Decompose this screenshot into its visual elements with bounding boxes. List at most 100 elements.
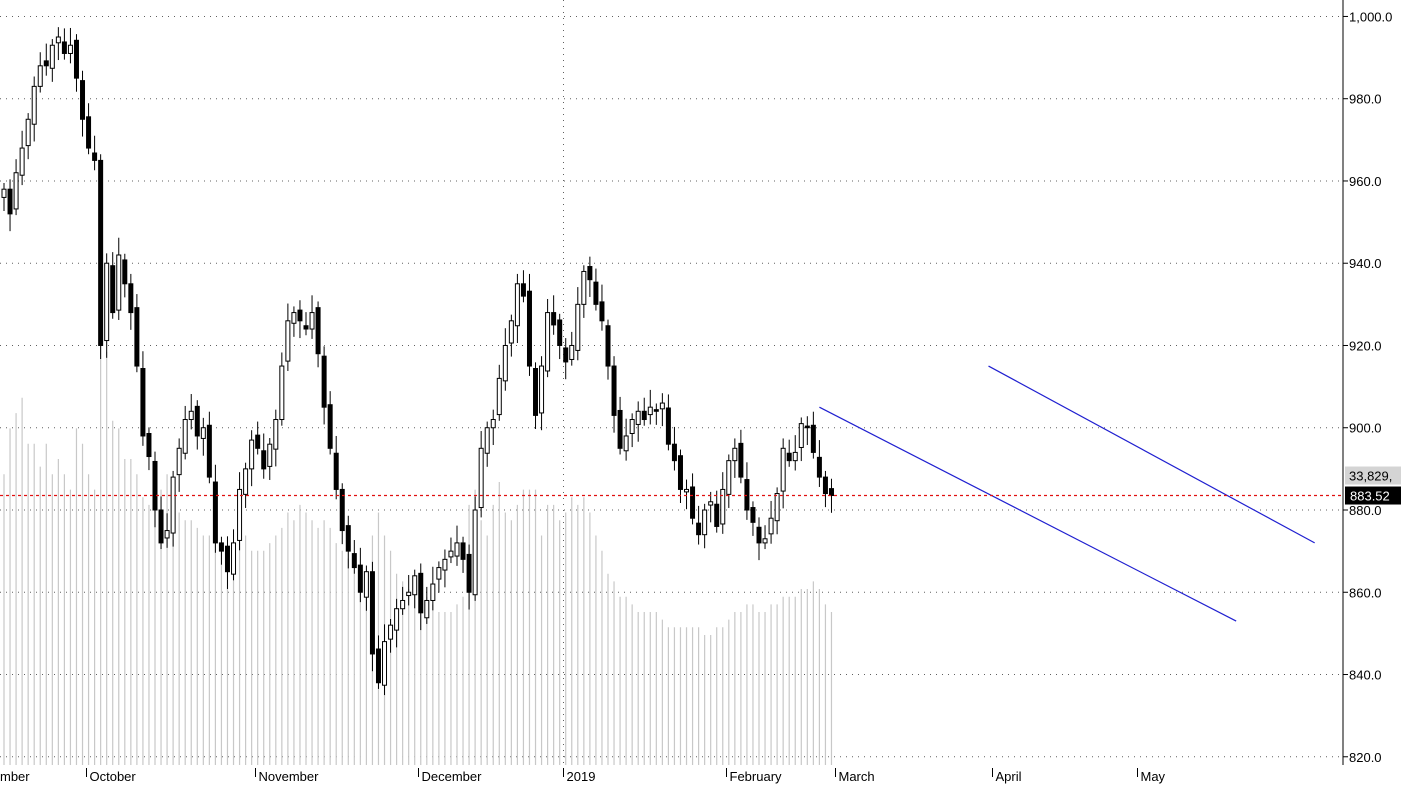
candle-body	[200, 427, 206, 439]
candle-body	[599, 301, 605, 322]
candle-body	[696, 522, 702, 536]
candle-body	[436, 567, 442, 580]
candle-body	[822, 476, 828, 495]
candle-body	[80, 80, 86, 120]
candle-body	[581, 270, 587, 305]
candle-body	[738, 442, 744, 478]
candle-body	[128, 283, 134, 314]
candle-body	[394, 608, 400, 631]
candle-body	[400, 599, 406, 610]
candle-body	[448, 550, 454, 558]
candle-body	[732, 447, 738, 462]
candle-body	[412, 575, 418, 596]
trendline	[988, 365, 1315, 544]
candle-body	[502, 344, 508, 382]
candle-body	[442, 558, 448, 571]
candle-body	[520, 283, 526, 297]
volume-layer	[3, 321, 833, 765]
candle-body	[327, 404, 333, 449]
candle-body	[768, 517, 774, 535]
candle-body	[351, 553, 357, 569]
candle-body	[684, 488, 690, 493]
candle-body	[551, 312, 557, 326]
candle-body	[514, 283, 520, 327]
candle-body	[671, 443, 677, 462]
candle-body	[31, 85, 37, 125]
candle-body	[490, 419, 496, 429]
candle-body	[605, 325, 611, 367]
candle-body	[472, 509, 478, 596]
candle-body	[182, 419, 188, 454]
candle-body	[7, 188, 13, 215]
candle-body	[231, 542, 237, 575]
candle-body	[702, 509, 708, 536]
candle-body	[593, 281, 599, 305]
y-tick-label: 860.0	[1349, 585, 1382, 600]
candle-body	[158, 509, 164, 544]
candle-body	[164, 530, 170, 539]
candle-body	[152, 460, 158, 511]
last-price-label: 883.52	[1350, 489, 1390, 504]
candle-body	[557, 319, 563, 346]
candle-body	[539, 365, 545, 414]
candle-body	[357, 564, 363, 593]
candle-body	[750, 507, 756, 523]
x-month-label: November	[259, 769, 320, 784]
candle-body	[756, 526, 762, 544]
candle-body	[587, 266, 593, 281]
candle-body	[13, 172, 19, 210]
candle-body	[176, 447, 182, 476]
candle-body	[61, 41, 67, 54]
candle-body	[25, 118, 31, 147]
candle-body	[406, 591, 412, 597]
candle-body	[363, 571, 369, 598]
candle-body	[828, 488, 834, 497]
y-tick-label: 960.0	[1349, 174, 1382, 189]
candle-body	[92, 152, 98, 161]
candle-body	[611, 365, 617, 416]
candle-body	[146, 433, 152, 458]
candle-body	[526, 290, 532, 367]
candle-body	[617, 409, 623, 449]
candle-body	[798, 423, 804, 448]
candle-body	[279, 365, 285, 421]
candle-body	[623, 435, 629, 452]
candle-body	[255, 434, 261, 449]
candle-body	[122, 259, 128, 285]
candle-body	[569, 344, 575, 360]
candle-body	[104, 262, 110, 342]
y-tick-label: 820.0	[1349, 750, 1382, 765]
candle-body	[224, 545, 230, 573]
candle-body	[37, 65, 43, 87]
trendline-layer	[819, 365, 1315, 622]
candle-body	[454, 542, 460, 557]
candle-body	[641, 410, 647, 421]
candle-body	[382, 641, 388, 686]
candlestick-series	[1, 27, 834, 696]
grid-layer	[0, 0, 1343, 765]
candle-body	[315, 307, 321, 355]
candle-body	[804, 425, 810, 429]
candle-body	[55, 36, 61, 44]
candle-body	[418, 572, 424, 614]
x-month-label: 2019	[567, 769, 596, 784]
candle-body	[43, 60, 49, 67]
candle-body	[73, 39, 79, 79]
candle-body	[170, 476, 176, 534]
candle-body	[388, 624, 394, 640]
candle-body	[484, 427, 490, 454]
candle-body	[98, 159, 104, 346]
candle-body	[212, 481, 218, 544]
candle-body	[243, 468, 249, 495]
candle-body	[375, 648, 381, 684]
candle-body	[496, 377, 502, 416]
x-month-label: March	[839, 769, 875, 784]
candle-body	[309, 312, 315, 330]
candle-body	[508, 320, 514, 344]
candle-body	[466, 553, 472, 593]
y-tick-label: 1,000.0	[1349, 9, 1392, 24]
candle-body	[237, 488, 243, 541]
candle-body	[635, 410, 641, 425]
candle-body	[261, 450, 267, 470]
